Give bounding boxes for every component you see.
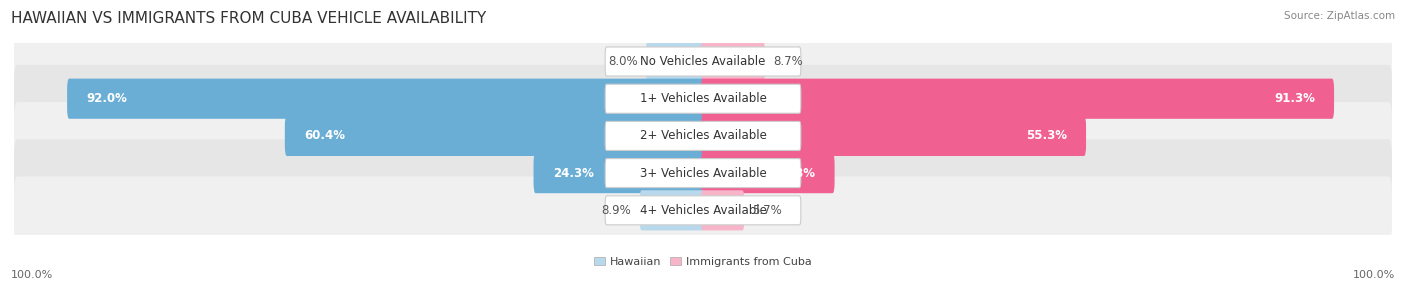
Text: Source: ZipAtlas.com: Source: ZipAtlas.com — [1284, 11, 1395, 21]
FancyBboxPatch shape — [285, 116, 704, 156]
Text: 8.0%: 8.0% — [607, 55, 637, 68]
Text: 3+ Vehicles Available: 3+ Vehicles Available — [640, 167, 766, 180]
FancyBboxPatch shape — [702, 41, 765, 82]
FancyBboxPatch shape — [14, 176, 1392, 244]
Text: 92.0%: 92.0% — [86, 92, 128, 105]
Text: 18.8%: 18.8% — [775, 167, 815, 180]
FancyBboxPatch shape — [14, 139, 1392, 207]
Text: 60.4%: 60.4% — [304, 130, 344, 142]
Text: 2+ Vehicles Available: 2+ Vehicles Available — [640, 130, 766, 142]
Text: 24.3%: 24.3% — [553, 167, 593, 180]
Text: 100.0%: 100.0% — [11, 270, 53, 280]
Text: 5.7%: 5.7% — [752, 204, 782, 217]
FancyBboxPatch shape — [14, 102, 1392, 170]
FancyBboxPatch shape — [14, 65, 1392, 133]
FancyBboxPatch shape — [533, 153, 704, 193]
FancyBboxPatch shape — [645, 41, 704, 82]
Text: 91.3%: 91.3% — [1274, 92, 1315, 105]
Text: HAWAIIAN VS IMMIGRANTS FROM CUBA VEHICLE AVAILABILITY: HAWAIIAN VS IMMIGRANTS FROM CUBA VEHICLE… — [11, 11, 486, 26]
FancyBboxPatch shape — [605, 196, 801, 225]
FancyBboxPatch shape — [67, 79, 704, 119]
FancyBboxPatch shape — [605, 159, 801, 188]
Legend: Hawaiian, Immigrants from Cuba: Hawaiian, Immigrants from Cuba — [591, 252, 815, 271]
FancyBboxPatch shape — [605, 47, 801, 76]
FancyBboxPatch shape — [702, 190, 744, 231]
FancyBboxPatch shape — [640, 190, 704, 231]
Text: 8.9%: 8.9% — [602, 204, 631, 217]
Text: 4+ Vehicles Available: 4+ Vehicles Available — [640, 204, 766, 217]
Text: 8.7%: 8.7% — [773, 55, 803, 68]
FancyBboxPatch shape — [702, 153, 835, 193]
FancyBboxPatch shape — [702, 116, 1085, 156]
Text: 1+ Vehicles Available: 1+ Vehicles Available — [640, 92, 766, 105]
Text: No Vehicles Available: No Vehicles Available — [640, 55, 766, 68]
Text: 55.3%: 55.3% — [1026, 130, 1067, 142]
FancyBboxPatch shape — [14, 28, 1392, 95]
FancyBboxPatch shape — [605, 122, 801, 150]
FancyBboxPatch shape — [702, 79, 1334, 119]
Text: 100.0%: 100.0% — [1353, 270, 1395, 280]
FancyBboxPatch shape — [605, 84, 801, 113]
